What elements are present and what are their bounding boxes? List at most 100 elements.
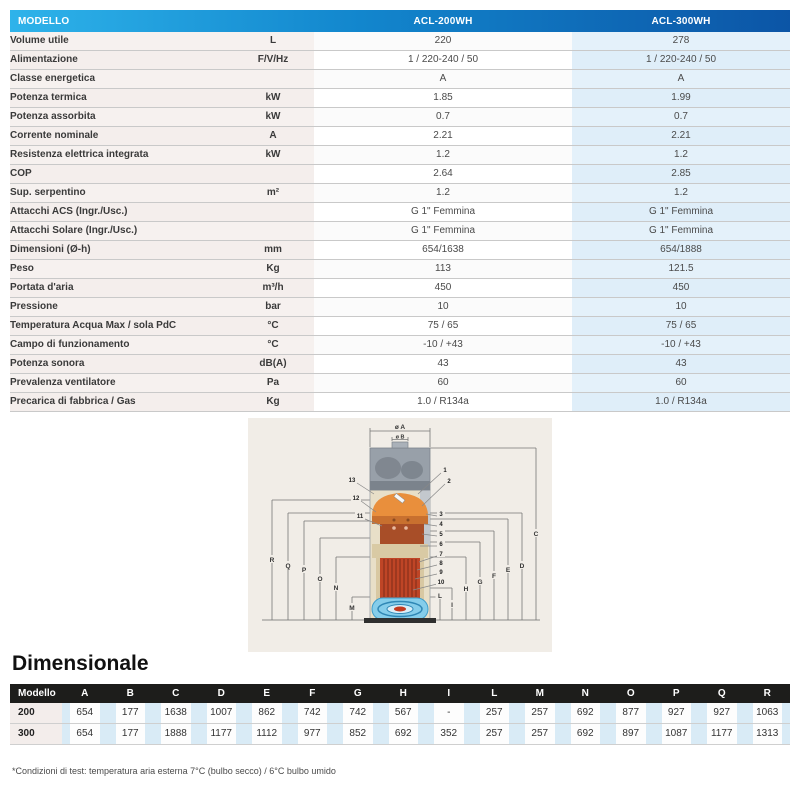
test-conditions-footnote: *Condizioni di test: temperatura aria es… (12, 766, 336, 776)
table-row: Attacchi Solare (Ingr./Usc.) G 1" Femmina… (10, 221, 790, 241)
svg-text:O: O (317, 576, 322, 583)
svg-text:6: 6 (439, 542, 443, 548)
spec-unit: Kg (232, 392, 314, 412)
spec-value-acl200: 60 (314, 373, 572, 393)
spec-label: Potenza sonora (10, 354, 232, 374)
svg-text:8: 8 (439, 561, 443, 567)
dim-header: B (107, 684, 153, 703)
dimensional-diagram-panel: ø A ø B R Q P O N M C D E F G H I L (248, 418, 552, 652)
dim-label-oa: ø A (395, 424, 406, 431)
spec-value-acl300: 1.0 / R134a (572, 392, 790, 412)
page-title-dimensionale: Dimensionale (12, 652, 149, 675)
dim-value: 692 (562, 723, 608, 745)
spec-unit: kW (232, 88, 314, 108)
table-row: Potenza sonora dB(A) 43 43 (10, 354, 790, 374)
spec-unit: Kg (232, 259, 314, 279)
dim-value: 1888 (153, 723, 199, 745)
spec-value-acl300: 1.2 (572, 183, 790, 203)
spec-value-acl200: 113 (314, 259, 572, 279)
svg-text:4: 4 (439, 522, 443, 528)
spec-value-acl300: 278 (572, 32, 790, 51)
spec-unit: Pa (232, 373, 314, 393)
dim-header-modello: Modello (10, 684, 62, 703)
spec-label: Alimentazione (10, 50, 232, 70)
spec-unit: kW (232, 107, 314, 127)
spec-unit: A (232, 126, 314, 146)
spec-value-acl200: 1 / 220-240 / 50 (314, 50, 572, 70)
spec-unit: m³/h (232, 278, 314, 298)
dim-header: M (517, 684, 563, 703)
spec-label: Precarica di fabbrica / Gas (10, 392, 232, 412)
callout-numbers: 13 12 11 1 2 3 4 5 6 7 8 9 10 (347, 466, 453, 586)
heating-coil (376, 558, 424, 600)
spec-value-acl300: 654/1888 (572, 240, 790, 260)
spec-value-acl300: 10 (572, 297, 790, 317)
tank-body (364, 441, 436, 623)
spec-label: Campo di funzionamento (10, 335, 232, 355)
dimensional-table: Modello A B C D E F G H I L M N O P Q R (10, 684, 790, 745)
svg-text:F: F (492, 573, 496, 580)
spec-value-acl300: 2.85 (572, 164, 790, 184)
spec-label: Attacchi Solare (Ingr./Usc.) (10, 221, 232, 241)
dim-value: 742 (335, 703, 381, 724)
spec-value-acl200: G 1" Femmina (314, 202, 572, 222)
svg-text:3: 3 (439, 512, 443, 518)
dim-value: 1087 (653, 723, 699, 745)
spec-label: Peso (10, 259, 232, 279)
tank-diagram: ø A ø B R Q P O N M C D E F G H I L (262, 423, 541, 623)
spec-header-unit-spacer (232, 10, 314, 32)
svg-text:2: 2 (447, 479, 451, 485)
spec-value-acl300: A (572, 69, 790, 89)
spec-unit: °C (232, 335, 314, 355)
spec-unit (232, 221, 314, 241)
dim-header: P (653, 684, 699, 703)
dim-header: G (335, 684, 381, 703)
table-row: Temperatura Acqua Max / sola PdC °C 75 / 6… (10, 316, 790, 336)
svg-text:11: 11 (357, 514, 364, 520)
dim-header: O (608, 684, 654, 703)
dim-value: 877 (608, 703, 654, 724)
dim-value: 742 (289, 703, 335, 724)
diameter-dimensions (369, 428, 431, 447)
spec-value-acl300: G 1" Femmina (572, 202, 790, 222)
spec-header-modello: MODELLO (18, 15, 70, 27)
spec-label: Temperatura Acqua Max / sola PdC (10, 316, 232, 336)
dim-value: 862 (244, 703, 290, 724)
dim-value: 1177 (699, 723, 745, 745)
upper-band (372, 516, 428, 524)
spec-label: Prevalenza ventilatore (10, 373, 232, 393)
spec-header-acl200: ACL-200WH (413, 15, 473, 27)
spec-value-acl200: 10 (314, 297, 572, 317)
condensate-tray (371, 597, 429, 621)
spec-label: Sup. serpentino (10, 183, 232, 203)
callout-leader-lines (356, 472, 446, 591)
spec-value-acl200: 2.21 (314, 126, 572, 146)
svg-text:L: L (438, 593, 442, 600)
spec-value-acl200: 75 / 65 (314, 316, 572, 336)
spec-label: Resistenza elettrica integrata (10, 145, 232, 165)
spec-label: Portata d'aria (10, 278, 232, 298)
svg-text:G: G (477, 579, 482, 586)
spec-value-acl200: 220 (314, 32, 572, 51)
spec-unit: °C (232, 316, 314, 336)
spec-value-acl300: 43 (572, 354, 790, 374)
spec-unit: L (232, 32, 314, 51)
spec-value-acl300: 450 (572, 278, 790, 298)
svg-text:R: R (270, 557, 275, 564)
svg-text:H: H (464, 586, 469, 593)
spec-value-acl300: 2.21 (572, 126, 790, 146)
spec-value-acl200: A (314, 69, 572, 89)
dim-value: 1063 (744, 703, 790, 724)
table-row: Portata d'aria m³/h 450 450 (10, 278, 790, 298)
table-row: Resistenza elettrica integrata kW 1.2 1.2 (10, 145, 790, 165)
svg-text:P: P (302, 567, 307, 574)
spec-label: Potenza termica (10, 88, 232, 108)
spec-label: Corrente nominale (10, 126, 232, 146)
dim-value: 257 (517, 723, 563, 745)
spec-value-acl200: 450 (314, 278, 572, 298)
svg-text:9: 9 (439, 570, 443, 576)
dim-model: 200 (10, 703, 62, 724)
spec-value-acl200: 0.7 (314, 107, 572, 127)
dimension-letters-right: C D E F G H I L (435, 529, 541, 609)
dim-value: 852 (335, 723, 381, 745)
